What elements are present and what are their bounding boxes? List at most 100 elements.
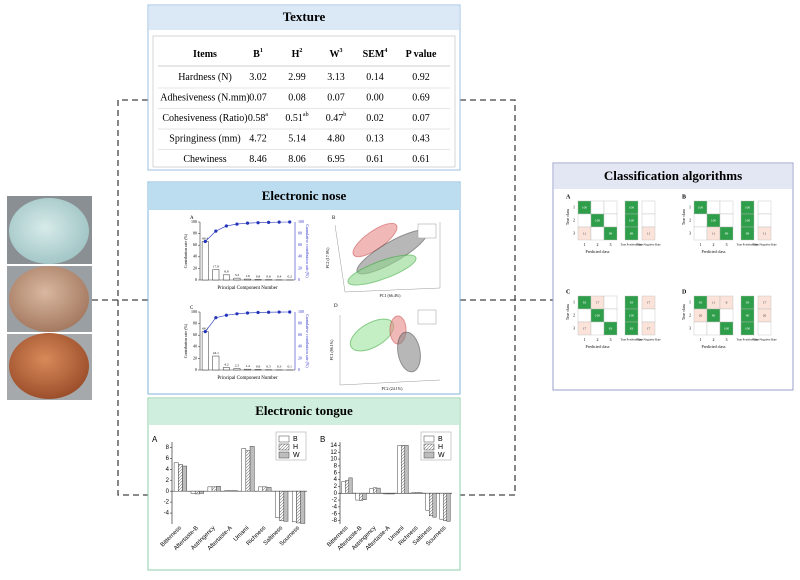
row-axis-label: True class [565, 303, 570, 320]
cell-text: 0.92 [412, 72, 430, 83]
col-class-label: 3 [726, 337, 728, 342]
bar [195, 491, 199, 494]
rate-value: 100 [629, 205, 635, 209]
bar [191, 491, 195, 493]
y2-tick-label: 0 [298, 367, 300, 372]
cell-main: 2.99 [288, 72, 306, 83]
col-class-label: 2 [713, 337, 715, 342]
matrix-cell [707, 201, 720, 214]
cell-text: Chewiness [183, 154, 226, 165]
rate-value: 100 [745, 205, 751, 209]
rate-value: 100 [629, 313, 635, 317]
rate-value: 100 [629, 218, 635, 222]
cell-main: 0.61 [412, 154, 430, 165]
rate-value: 100 [745, 326, 751, 330]
cell-text: 0.58a [248, 112, 269, 124]
cell-text: 4.72 [249, 134, 267, 145]
bar [225, 491, 229, 492]
rate-value: 89 [746, 231, 750, 235]
row-class-label: 1 [573, 204, 575, 209]
bar-value-label: 0.8 [256, 274, 261, 278]
row-class-label: 1 [573, 299, 575, 304]
cell-main: Springiness (mm) [169, 134, 240, 145]
matrix-cell [591, 201, 604, 214]
bar-value-label: 2.5 [235, 363, 240, 367]
bar [284, 491, 288, 521]
bar [349, 478, 353, 493]
bar-value-label: 0.3 [277, 365, 282, 369]
y-tick-label: 40 [193, 254, 197, 259]
rate-value: 17 [647, 300, 651, 304]
chart-label: B [320, 435, 325, 444]
bar-value-label: 8.9 [224, 270, 229, 274]
rate-value: 17 [763, 300, 767, 304]
bar [234, 369, 240, 370]
superscript: a [265, 112, 268, 118]
bar [174, 463, 178, 491]
bar [213, 356, 219, 370]
y2-tick-label: 80 [298, 231, 302, 236]
bar [199, 491, 203, 493]
col-axis-label: Predicted class [702, 249, 726, 254]
y-tick-label: 14 [330, 443, 337, 449]
y2-tick-label: 20 [298, 265, 302, 270]
bar [359, 493, 363, 500]
cell-text: SEM4 [363, 48, 388, 60]
cell-main: 8.06 [288, 154, 306, 165]
cell-text: 0.47b [326, 112, 347, 124]
bar [405, 445, 409, 493]
y-tick-label: -6 [332, 511, 338, 517]
cell-main: 0.51 [285, 113, 303, 124]
bar [384, 493, 388, 494]
cell-value: 89 [609, 231, 613, 235]
superscript: 2 [299, 48, 302, 54]
y-tick-label: -2 [164, 500, 170, 506]
cell-text: 4.80 [327, 134, 345, 145]
cell-value: 83 [583, 300, 587, 304]
bar [202, 241, 208, 280]
bar [275, 491, 279, 517]
cell-text: 5.14 [288, 134, 306, 145]
rate-value: 83 [630, 300, 634, 304]
y-tick-label: 10 [330, 457, 337, 463]
cell-value: 11 [712, 300, 716, 304]
y2-tick-label: 60 [298, 332, 302, 337]
col-class-label: 1 [700, 242, 702, 247]
cell-text: 0.08 [288, 93, 306, 104]
rate-value: 89 [630, 231, 634, 235]
cell-value: 80 [712, 313, 716, 317]
cell-text: 0.61 [366, 154, 384, 165]
cell-main: 0.61 [366, 154, 384, 165]
y2-tick-label: 40 [298, 254, 302, 259]
x-axis-label: Principal Component Number [217, 286, 278, 291]
bar [387, 493, 391, 494]
legend-label: B [293, 436, 298, 443]
cell-value: 17 [596, 300, 600, 304]
row-class-label: 3 [689, 230, 691, 235]
cell-text: 8.06 [288, 154, 306, 165]
x-axis-label: PC1 (66.4%) [380, 293, 402, 298]
row-class-label: 2 [573, 312, 575, 317]
superscript: 1 [260, 48, 263, 54]
y2-tick-label: 80 [298, 321, 302, 326]
texture-title: Texture [283, 9, 326, 24]
cell-main: 3.02 [249, 72, 267, 83]
cell-main: Chewiness [183, 154, 226, 165]
matrix-cell [720, 201, 733, 214]
matrix-cell [591, 227, 604, 240]
bar [216, 486, 220, 491]
col-class-label: 2 [713, 242, 715, 247]
row-axis-label: True class [681, 303, 686, 320]
y-tick-label: 12 [330, 450, 337, 456]
col-class-label: 3 [610, 242, 612, 247]
y-tick-label: 20 [193, 265, 197, 270]
y-tick-label: 60 [193, 332, 197, 337]
bar-value-label: 0.6 [266, 274, 271, 278]
legend-swatch [424, 444, 434, 450]
bar-value-label: 0.5 [266, 365, 271, 369]
bar [183, 466, 187, 491]
y2-tick-label: 40 [298, 344, 302, 349]
cell-text: 0.00 [366, 93, 384, 104]
y-axis-label: PC1 (66.1%) [329, 339, 334, 361]
bar [296, 491, 300, 523]
